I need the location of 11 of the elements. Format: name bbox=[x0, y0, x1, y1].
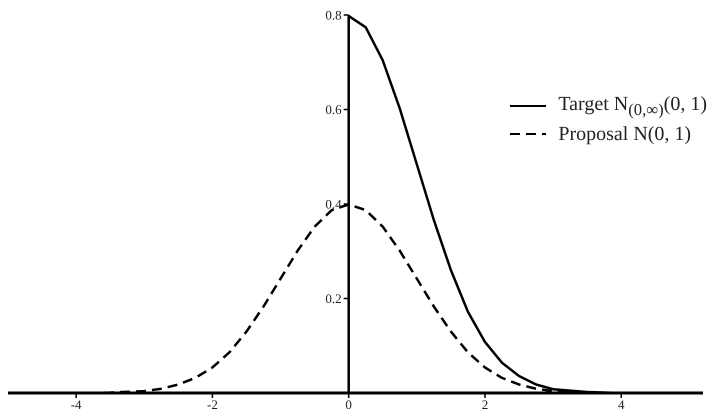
x-tick-label: -4 bbox=[70, 397, 82, 412]
legend-label: Proposal N(0, 1) bbox=[558, 122, 692, 146]
x-tick-label: 2 bbox=[482, 397, 488, 412]
legend-label: Target N$_{(0,∞)}$(0, 1) bbox=[558, 92, 707, 120]
y-tick-label: 0.8 bbox=[325, 8, 342, 23]
y-tick-label: 0.4 bbox=[325, 196, 342, 212]
y-tick-label: 0.2 bbox=[325, 291, 342, 306]
y-tick-label: 0.6 bbox=[325, 102, 342, 118]
x-tick-label: -2 bbox=[206, 397, 218, 412]
x-tick-label: 4 bbox=[618, 397, 625, 412]
x-tick-label: 0 bbox=[345, 397, 352, 412]
